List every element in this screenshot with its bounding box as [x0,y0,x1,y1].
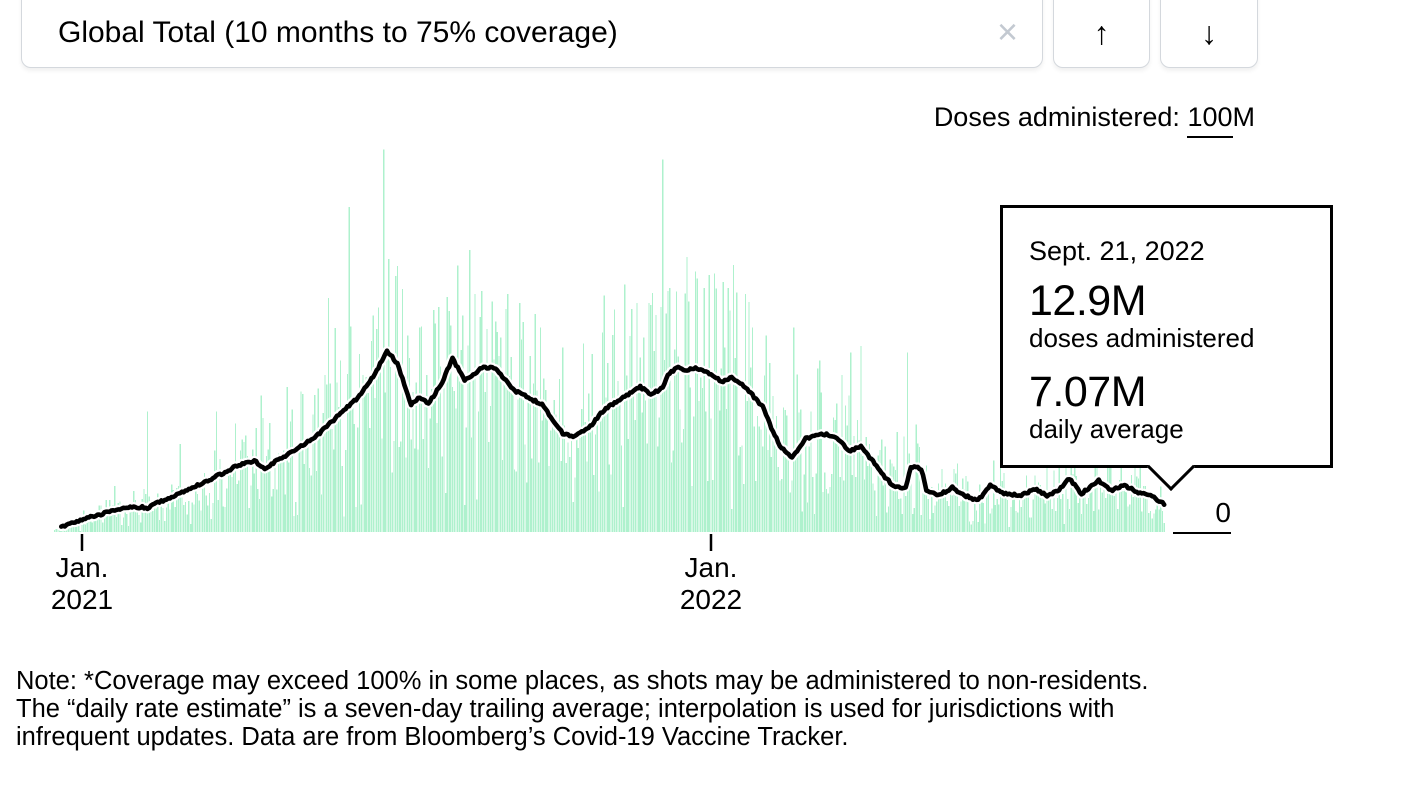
tooltip-avg-value: 7.07M [1029,367,1147,416]
x-tick-month: Jan. [55,552,109,583]
scroll-up-button[interactable]: ↑ [1053,0,1150,68]
daily-doses-bars [53,149,1165,532]
footnote-line: The “daily rate estimate” is a seven-day… [16,695,1115,723]
chart-tooltip: Sept. 21, 2022 12.9M doses administered … [1000,205,1333,492]
footnote-line: infrequent updates. Data are from Bloomb… [16,723,849,751]
scroll-down-button[interactable]: ↓ [1160,0,1258,68]
footnote: Note: *Coverage may exceed 100% in some … [16,667,1149,751]
y-axis-zero-label: 0 [1173,497,1231,534]
x-tick-year: 2022 [679,584,743,615]
chart-selector-label: Global Total (10 months to 75% coverage) [58,16,618,49]
seven-day-average-line [59,348,1167,529]
chart-plot-area[interactable] [0,0,1414,660]
footnote-line: Note: *Coverage may exceed 100% in some … [16,667,1149,695]
tooltip-doses-caption: doses administered [1029,322,1255,353]
close-icon[interactable]: × [996,11,1018,52]
chart-selector[interactable]: Global Total (10 months to 75% coverage)… [21,0,1043,68]
tooltip-date: Sept. 21, 2022 [1029,236,1205,266]
x-tick-label-jan-2022: Jan. 2022 [641,552,781,616]
arrow-up-icon: ↑ [1093,14,1110,51]
y-axis-100m-marker: 100 [1187,102,1233,138]
x-axis-ticks [80,534,713,551]
x-tick-label-jan-2021: Jan. 2021 [12,552,152,616]
y-axis-label-prefix: Doses administered: [933,102,1188,132]
tooltip-doses-value: 12.9M [1029,277,1147,325]
y-axis-top-label: Doses administered: 100M [0,102,1256,138]
x-tick-month: Jan. [684,552,738,583]
arrow-down-icon: ↓ [1201,14,1217,51]
y-axis-label-suffix: M [1232,102,1256,132]
x-tick-year: 2021 [50,584,114,615]
tooltip-avg-caption: daily average [1029,413,1184,444]
